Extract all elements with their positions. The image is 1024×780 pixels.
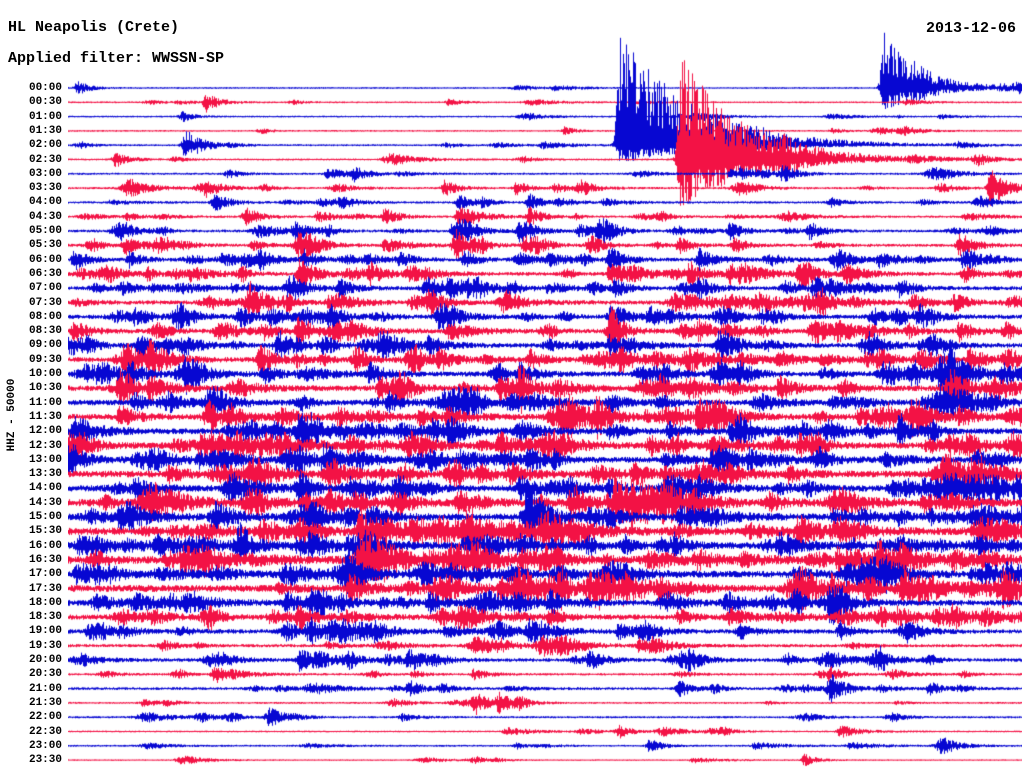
- time-label: 09:30: [28, 353, 62, 366]
- time-label: 17:00: [28, 568, 62, 581]
- time-label: 01:30: [28, 124, 62, 137]
- time-label: 07:30: [28, 296, 62, 309]
- time-label: 06:00: [28, 253, 62, 266]
- time-label: 10:00: [28, 368, 62, 380]
- time-label: 12:00: [28, 425, 62, 438]
- time-label: 19:30: [28, 639, 62, 652]
- time-label: 09:00: [28, 339, 62, 352]
- time-label: 05:30: [28, 239, 62, 252]
- time-label: 08:00: [28, 310, 62, 323]
- time-label: 06:30: [28, 267, 62, 280]
- time-label: 22:00: [28, 711, 62, 724]
- time-label: 21:00: [28, 682, 62, 695]
- date-label: 2013-12-06: [925, 20, 1016, 37]
- time-label: 00:30: [28, 96, 62, 109]
- time-label: 23:30: [28, 754, 62, 767]
- time-label: 23:00: [28, 739, 62, 752]
- filter-label: Applied filter: WWSSN-SP: [8, 50, 225, 67]
- time-label: 14:00: [28, 482, 62, 495]
- time-label: 17:30: [28, 582, 62, 595]
- time-label: 16:30: [28, 553, 62, 566]
- time-label: 20:30: [28, 668, 62, 681]
- time-label: 04:00: [28, 196, 62, 209]
- time-label: 11:30: [28, 410, 62, 423]
- time-label: 20:00: [28, 654, 62, 666]
- time-label: 02:30: [28, 153, 62, 166]
- time-label: 14:30: [28, 496, 62, 509]
- time-label: 01:00: [28, 110, 62, 123]
- time-label: 15:00: [28, 511, 62, 523]
- time-label: 18:30: [28, 611, 62, 624]
- time-label: 21:30: [28, 696, 62, 709]
- time-label: 13:30: [28, 468, 62, 481]
- time-label: 18:00: [28, 596, 62, 609]
- time-label: 11:00: [28, 396, 62, 409]
- time-label: 15:30: [28, 525, 62, 538]
- time-label: 02:00: [28, 139, 62, 152]
- time-label: 07:00: [28, 282, 62, 295]
- time-label: 04:30: [28, 210, 62, 223]
- time-label: 03:30: [28, 182, 62, 195]
- time-label: 22:30: [28, 725, 62, 738]
- time-label: 19:00: [28, 625, 62, 638]
- time-label: 08:30: [28, 325, 62, 338]
- station-title: HL Neapolis (Crete): [8, 19, 180, 36]
- time-label: 00:00: [28, 82, 62, 94]
- time-label: 13:00: [28, 453, 62, 466]
- time-label: 03:00: [28, 167, 62, 180]
- time-label-column: 00:00 00:30 01:00 01:30 02:00 02:30 03:00 03:30…: [0, 0, 68, 780]
- channel-scale-label: HHZ - 50000: [6, 378, 18, 452]
- time-label: 12:30: [28, 439, 62, 452]
- time-label: 10:30: [28, 382, 62, 395]
- time-label: 16:00: [28, 539, 62, 552]
- time-label: 05:00: [28, 225, 62, 237]
- helicorder-canvas: [68, 0, 1022, 780]
